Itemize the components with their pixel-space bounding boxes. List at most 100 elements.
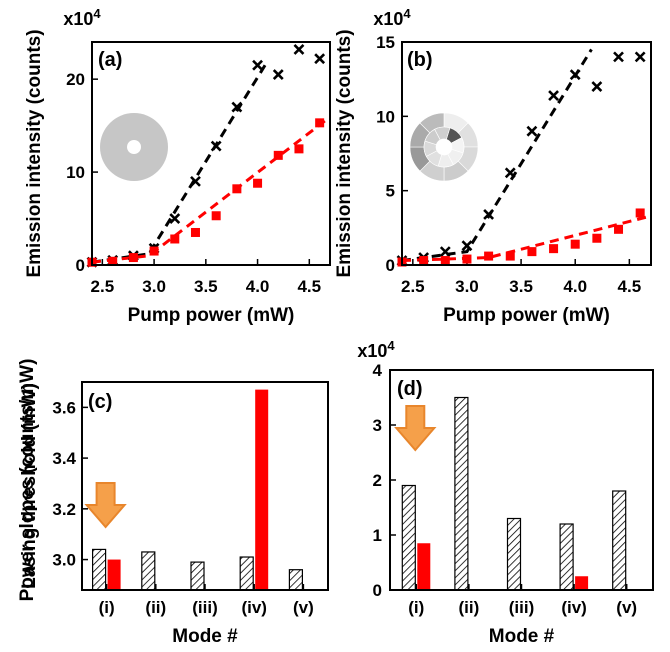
y-multiplier: x104: [357, 338, 395, 361]
x-axis-label: Pump power (mW): [443, 305, 610, 326]
bar-hatched: [506, 517, 522, 591]
data-point-square: [484, 251, 494, 261]
data-point-square: [294, 144, 304, 154]
x-tick-label: 4.5: [297, 277, 321, 296]
x-tick-label: 3.0: [455, 277, 479, 296]
panel-b: (b) x104 0 5 10 15 Pump power (mW) Emission int…: [334, 6, 652, 326]
data-point-cross: [293, 44, 305, 55]
data-point-square: [315, 118, 325, 128]
y-axis-label: Emission intensity (counts): [24, 29, 45, 277]
data-point-cross: [526, 125, 538, 137]
bar-red: [575, 576, 589, 590]
data-point-cross: [613, 51, 624, 63]
x-tick-label: (iii): [509, 598, 535, 617]
data-point-square: [419, 256, 429, 266]
panel-label: (c): [88, 391, 112, 413]
y-tick-label: 3.4: [52, 449, 76, 468]
bar-hatched: [401, 484, 416, 591]
panel-label: (a): [98, 49, 122, 71]
data-point-cross: [483, 209, 495, 220]
data-point-square: [635, 208, 645, 218]
bar-hatched: [612, 490, 627, 591]
bar-hatched: [239, 556, 254, 591]
bar-red: [107, 559, 121, 590]
x-tick-label: (iv): [561, 598, 587, 617]
data-point-cross: [591, 81, 603, 93]
disk-hole: [436, 139, 452, 155]
y-tick-label: 5: [386, 182, 395, 201]
x-tick-label: (i): [408, 598, 424, 617]
x-axis-label: Mode #: [489, 626, 555, 647]
data-point-cross: [210, 140, 222, 152]
x-tick-label: (i): [99, 598, 115, 617]
data-point-cross: [548, 90, 559, 101]
data-point-cross: [634, 51, 646, 63]
y-tick-label: 4: [373, 361, 383, 380]
data-point-cross: [569, 69, 581, 81]
data-point-square: [170, 234, 180, 244]
panel-c: (c) 3.0 3.2 3.4 3.6 Mode # Lasing threshold (m…: [19, 381, 329, 647]
x-tick-label: (iv): [241, 598, 267, 617]
data-point-square: [211, 211, 221, 221]
plot-frame: [81, 381, 329, 591]
y-tick-label: 0: [386, 256, 395, 275]
data-point-cross: [231, 101, 243, 113]
x-tick-label: 4.5: [618, 277, 642, 296]
data-point-cross: [504, 167, 516, 179]
data-point-square: [108, 256, 118, 266]
bar-hatched: [141, 551, 156, 591]
data-point-cross: [314, 53, 326, 65]
data-point-square: [505, 251, 515, 261]
y-tick-label: 3.2: [52, 500, 76, 519]
bar-red: [417, 543, 431, 590]
panel-a: (a) x104 0 10 20 Pump power (mW) Emission inte…: [24, 6, 331, 326]
data-point-cross: [252, 59, 263, 71]
y-tick-label: 20: [66, 70, 85, 89]
y-tick-label: 2: [373, 471, 382, 490]
y-tick-label: 1: [373, 526, 382, 545]
data-point-square: [592, 233, 602, 243]
data-point-square: [253, 178, 263, 188]
data-point-cross: [439, 246, 451, 258]
panel-d: (d)x104 0 1 2 3 4 Mode # Power slopes (counts/m…: [17, 338, 654, 647]
y-tick-label: 10: [376, 107, 395, 126]
panel-label: (d): [397, 378, 423, 400]
fit-line: [401, 214, 652, 263]
y-axis-label: Lasing threshold (mW): [19, 383, 40, 589]
bar-hatched: [454, 396, 469, 591]
data-point-square: [462, 254, 472, 264]
orange-arrow-icon: [394, 405, 437, 452]
x-tick-label: 4.0: [563, 277, 587, 296]
x-tick-label: (v): [293, 598, 314, 617]
plot-frame: [401, 41, 652, 266]
panel-label: (b): [407, 49, 433, 71]
data-point-square: [232, 184, 242, 194]
data-point-square: [549, 244, 559, 254]
data-point-square: [190, 227, 200, 237]
data-point-square: [570, 239, 580, 249]
data-point-cross: [190, 175, 201, 187]
bar-hatched: [288, 569, 303, 591]
y-tick-label: 15: [376, 33, 395, 52]
data-point-square: [128, 253, 138, 263]
x-tick-label: 4.0: [246, 277, 270, 296]
data-point-square: [614, 224, 624, 234]
x-tick-label: 2.5: [91, 277, 115, 296]
x-tick-label: 3.0: [142, 277, 166, 296]
data-point-cross: [461, 240, 473, 252]
bar-hatched: [559, 523, 574, 591]
y-axis-label: Emission intensity (counts): [334, 29, 355, 277]
data-point-square: [149, 246, 159, 256]
data-point-square: [440, 256, 450, 266]
orange-arrow-icon: [84, 482, 127, 529]
y-tick-label: 10: [66, 163, 85, 182]
y-multiplier: x104: [373, 6, 411, 29]
y-axis-label: Power slopes (counts/mW): [17, 359, 38, 602]
y-tick-label: 3: [373, 416, 382, 435]
data-point-cross: [169, 213, 181, 224]
x-tick-label: (ii): [145, 598, 166, 617]
plot-frame: [91, 41, 331, 266]
x-tick-label: 3.5: [194, 277, 218, 296]
x-tick-label: 3.5: [509, 277, 533, 296]
